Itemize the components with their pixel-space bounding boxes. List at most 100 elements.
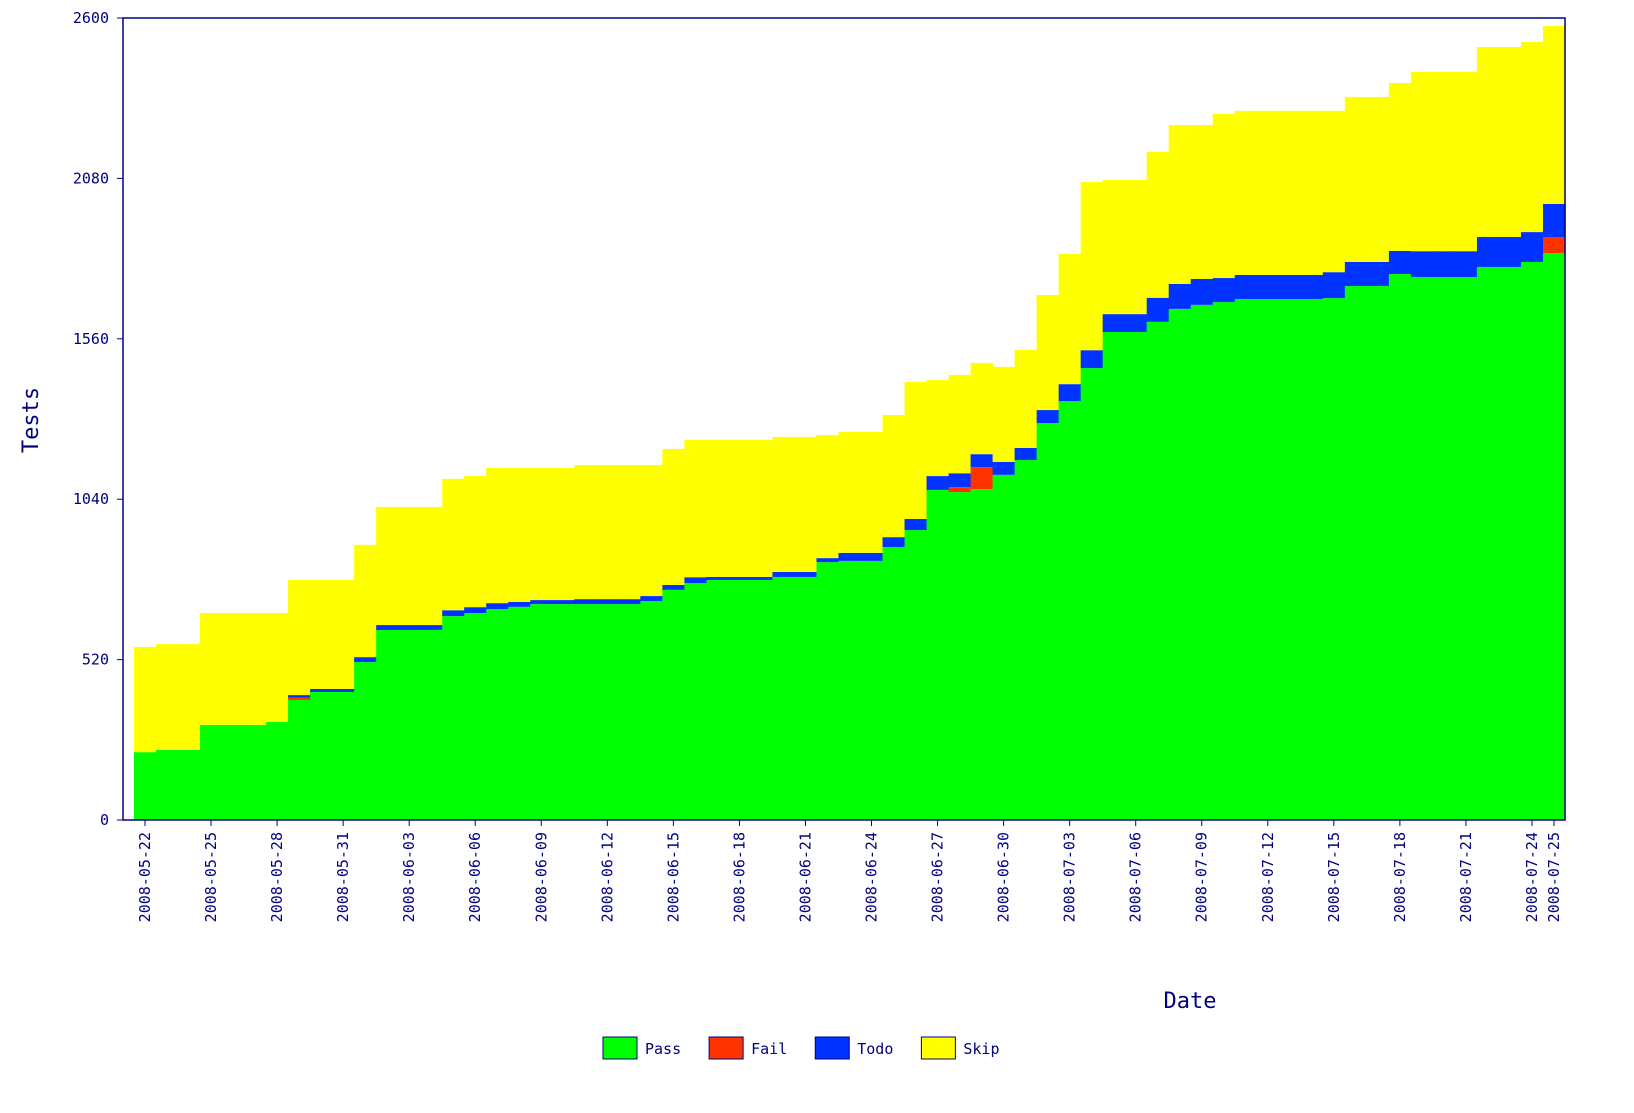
area-step [662,584,685,590]
area-step [156,749,179,820]
x-tick-label: 2008-07-06 [1127,832,1145,922]
area-step [838,560,862,820]
area-step [530,604,553,820]
legend-swatch [920,1036,956,1060]
area-step [1080,182,1104,351]
area-step [354,662,377,820]
area-step [1190,304,1214,820]
area-step [1388,250,1412,275]
x-tick-label: 2008-06-09 [532,832,550,922]
area-step [882,537,906,548]
area-step [1344,261,1368,287]
area-step [1498,46,1522,238]
area-step [1278,299,1302,821]
area-step [530,468,553,601]
legend-swatch [708,1036,744,1060]
area-step [860,560,884,820]
area-step [1410,277,1434,821]
area-step [244,613,267,725]
area-step [442,478,465,611]
area-step [552,600,575,605]
area-step [1476,266,1500,820]
area-step [332,580,355,689]
x-tick-label: 2008-05-31 [334,832,352,922]
legend-label: Pass [645,1040,681,1058]
area-step [750,576,774,581]
area-step [992,366,1016,462]
area-step [948,492,972,820]
area-step [530,600,553,605]
area-step [398,506,421,626]
area-step [486,468,509,604]
area-step [1168,283,1192,309]
plot-frame [122,17,1566,821]
area-step [1542,237,1566,254]
area-step [266,721,289,820]
area-step [1300,110,1324,275]
area-step [1432,251,1456,278]
area-step [706,576,730,581]
area-step [1410,251,1434,278]
area-step [1058,253,1082,385]
area-step [772,571,796,577]
area-step [992,474,1016,820]
area-step [574,599,597,605]
area-step [266,613,289,722]
area-step [970,489,994,820]
area-step [750,439,774,577]
area-step [926,489,950,820]
x-tick-label: 2008-05-28 [268,832,286,922]
x-tick-label: 2008-06-30 [995,832,1013,922]
area-step [508,468,531,602]
area-step [574,604,597,820]
area-step [200,724,223,820]
y-axis-label: Tests [19,387,44,453]
area-step [1036,410,1060,424]
area-step [728,439,752,577]
area-step [376,506,399,626]
legend-swatch [814,1036,850,1060]
area-step [464,613,487,820]
legend-label: Skip [963,1040,999,1058]
area-step [1058,384,1082,402]
x-axis-label: Date [1164,989,1217,1014]
x-tick-label: 2008-07-12 [1259,832,1277,922]
area-step [1388,83,1412,251]
area-step [926,380,950,477]
area-step [1168,125,1192,284]
area-step [288,580,311,696]
area-step [574,464,597,600]
area-step [1454,71,1478,252]
area-step [332,688,355,692]
area-step [706,439,730,577]
x-tick-label: 2008-05-25 [202,832,220,922]
area-step [750,580,774,820]
area-step [970,454,994,468]
x-tick-label: 2008-06-18 [730,832,748,922]
area-step [486,609,509,820]
area-step [816,435,840,559]
area-step [420,629,443,820]
area-step [398,629,421,820]
area-step [1542,204,1566,238]
area-step [1322,298,1346,820]
area-step [640,600,663,820]
area-step [288,700,311,820]
area-step [904,518,928,531]
x-tick-label: 2008-06-03 [400,832,418,922]
x-tick-label: 2008-06-15 [664,832,682,922]
area-step [838,431,862,553]
area-step [794,576,818,820]
area-step [948,487,972,493]
area-step [442,616,465,820]
area-step [1102,314,1126,333]
area-step [618,604,641,820]
area-step [552,468,575,601]
area-step [970,467,994,490]
area-step [1146,297,1170,322]
area-step [376,629,399,820]
area-step [1080,350,1104,369]
area-step [420,506,443,626]
area-step [178,644,201,750]
